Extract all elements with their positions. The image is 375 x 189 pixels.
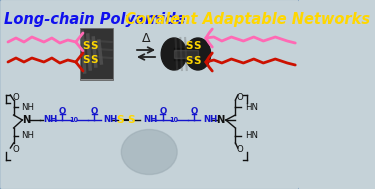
Text: S: S — [90, 41, 98, 51]
Text: O: O — [58, 106, 66, 115]
Text: S: S — [117, 115, 124, 125]
Text: NH: NH — [21, 132, 34, 140]
Text: HN: HN — [245, 102, 258, 112]
Text: S: S — [82, 55, 90, 65]
Bar — [174, 50, 198, 58]
Text: 10: 10 — [170, 117, 178, 123]
Text: N: N — [216, 115, 224, 125]
Circle shape — [185, 38, 211, 70]
Text: O: O — [13, 146, 20, 154]
Text: NH: NH — [143, 115, 157, 125]
Text: S: S — [90, 55, 98, 65]
Text: O: O — [190, 106, 198, 115]
Text: 10: 10 — [70, 117, 79, 123]
Text: S: S — [127, 115, 135, 125]
Text: S: S — [82, 41, 90, 51]
Text: HN: HN — [245, 132, 258, 140]
Text: NH: NH — [204, 115, 218, 125]
Circle shape — [161, 38, 187, 70]
Ellipse shape — [121, 129, 177, 174]
Text: S: S — [185, 41, 193, 51]
Text: Long-chain Polyamide: Long-chain Polyamide — [4, 12, 186, 27]
Text: O: O — [236, 92, 243, 101]
Text: NH: NH — [104, 115, 118, 125]
Bar — [174, 48, 198, 60]
Text: N: N — [22, 115, 30, 125]
Text: O: O — [236, 146, 243, 154]
Text: NH: NH — [21, 102, 34, 112]
Bar — [81, 29, 112, 79]
FancyBboxPatch shape — [80, 28, 113, 80]
Text: NH: NH — [43, 115, 57, 125]
Text: O: O — [159, 106, 166, 115]
Text: O: O — [13, 92, 20, 101]
Text: O: O — [90, 106, 98, 115]
FancyBboxPatch shape — [0, 0, 300, 189]
Text: Covalent Adaptable Networks: Covalent Adaptable Networks — [120, 12, 370, 27]
Text: S: S — [185, 56, 193, 66]
Text: Δ: Δ — [142, 32, 150, 45]
Text: S: S — [194, 41, 201, 51]
Text: S: S — [194, 56, 201, 66]
